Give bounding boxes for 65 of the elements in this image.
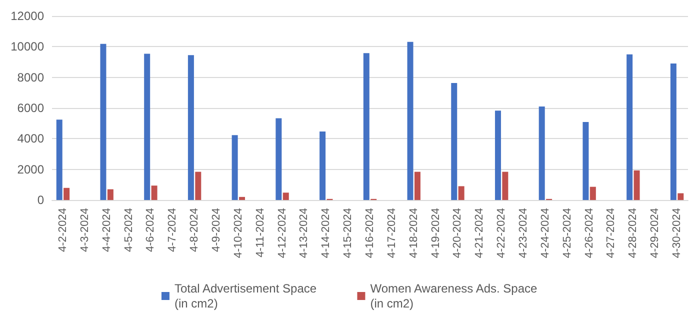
bar (407, 42, 414, 200)
x-tick-label: 4-9-2024 (210, 208, 222, 252)
bar (538, 106, 545, 200)
bar (634, 170, 640, 200)
x-tick-label: 4-28-2024 (627, 208, 640, 258)
x-tick-label: 4-22-2024 (496, 208, 508, 258)
x-tick-label: 4-29-2024 (649, 208, 662, 258)
y-tick-label: 4000 (17, 132, 44, 146)
bar (107, 189, 114, 200)
bar (188, 55, 194, 200)
x-tick-label: 4-25-2024 (561, 208, 574, 258)
x-tick-label: 4-7-2024 (166, 208, 179, 252)
y-tick-label: 10000 (10, 40, 44, 54)
x-tick-label: 4-12-2024 (276, 208, 288, 258)
bar (232, 135, 238, 200)
bar (451, 83, 458, 200)
x-tick-label: 4-26-2024 (583, 208, 596, 258)
y-tick-label: 6000 (17, 101, 44, 115)
x-tick-label: 4-15-2024 (342, 208, 354, 258)
legend-label: Total Advertisement Space (in cm2) (174, 282, 317, 310)
y-tick-label: 12000 (10, 9, 44, 23)
x-tick-label: 4-24-2024 (539, 208, 552, 258)
x-tick-label: 4-4-2024 (100, 208, 113, 252)
x-tick-label: 4-16-2024 (364, 208, 376, 258)
x-tick-label: 4-2-2024 (56, 208, 69, 252)
x-tick-label: 4-3-2024 (78, 208, 91, 252)
bar (363, 53, 370, 200)
x-tick-label: 4-6-2024 (144, 208, 157, 252)
x-tick-label: 4-11-2024 (254, 208, 266, 258)
bar (64, 188, 70, 200)
x-tick-label: 4-20-2024 (452, 208, 464, 258)
bar (590, 186, 596, 200)
x-tick-label: 4-14-2024 (320, 208, 332, 258)
bar (582, 122, 589, 200)
x-tick-label: 4-21-2024 (474, 208, 486, 258)
bar (458, 186, 464, 200)
bar (151, 186, 158, 200)
bar (414, 172, 420, 200)
legend-label: Women Awareness Ads. Space (in cm2) (370, 282, 538, 310)
x-tick-label: 4-19-2024 (430, 208, 442, 258)
x-tick-label: 4-23-2024 (518, 208, 530, 258)
x-tick-label: 4-5-2024 (122, 208, 135, 252)
bar (494, 110, 501, 200)
x-tick-label: 4-17-2024 (386, 208, 398, 258)
x-tick-label: 4-30-2024 (671, 208, 684, 258)
bar (320, 131, 326, 200)
bar (144, 54, 150, 200)
bar (282, 192, 289, 200)
x-tick-label: 4-18-2024 (408, 208, 420, 258)
bar (239, 196, 246, 200)
x-tick-label: 4-8-2024 (188, 208, 201, 252)
x-tick-label: 4-27-2024 (605, 208, 618, 258)
bar (276, 118, 282, 200)
x-tick-label: 4-10-2024 (232, 208, 244, 258)
bar (502, 172, 508, 200)
bar (670, 64, 676, 200)
bar (56, 120, 62, 200)
y-tick-label: 8000 (17, 70, 44, 84)
bar (626, 54, 633, 200)
y-tick-label: 0 (37, 193, 44, 207)
bar (100, 44, 106, 200)
x-tick-label: 4-13-2024 (298, 208, 310, 258)
bar (195, 172, 202, 200)
bar (678, 193, 684, 200)
y-tick-label: 2000 (17, 162, 44, 176)
